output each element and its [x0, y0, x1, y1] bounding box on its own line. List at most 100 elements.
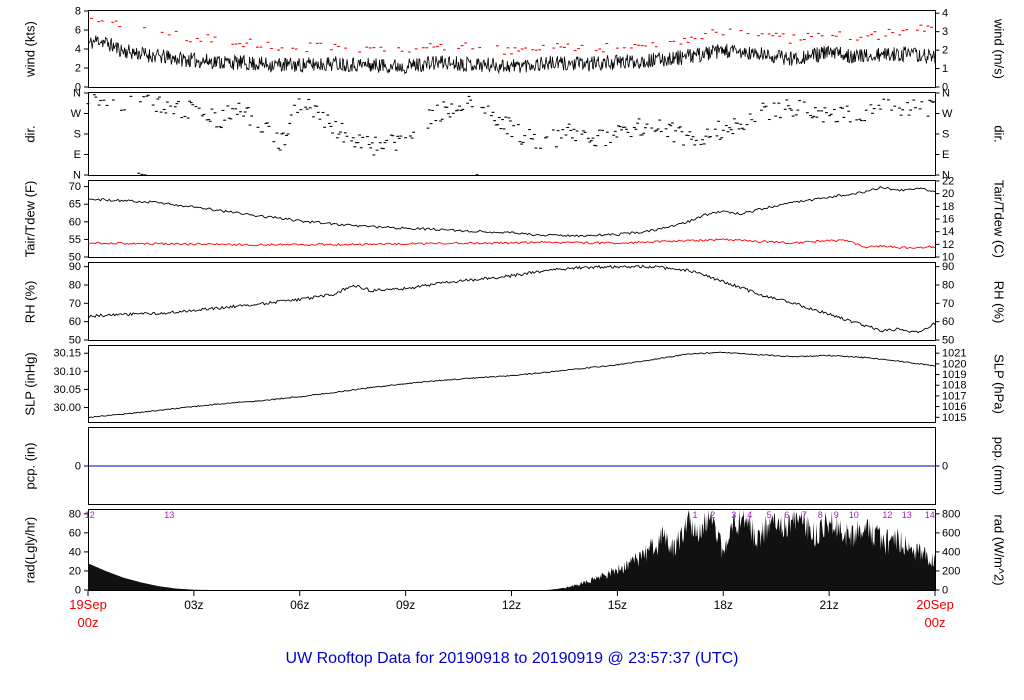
solar-hour-label: 13 — [164, 510, 174, 520]
y-tick-label: W — [942, 108, 953, 120]
y-tick-label: 1015 — [942, 412, 966, 424]
plot-rh: 50 60 70 80 90 50 60 70 80 90 — [69, 261, 955, 346]
sea-level-pressure-series — [87, 351, 936, 418]
panel-solar-radiation: rad(Lgly/hr) rad (W/m^2) Sum of previous… — [0, 508, 1024, 596]
y-tick-label: N — [942, 88, 950, 100]
solar-hour-label: 12 — [85, 510, 95, 520]
y-tick-label: 80 — [69, 280, 81, 292]
y-tick-label: 10 — [942, 252, 954, 264]
dew-point-series — [87, 238, 936, 250]
y-tick-label: 90 — [69, 261, 81, 273]
y-tick-label: 70 — [69, 181, 81, 193]
y-tick-label: 40 — [69, 546, 81, 558]
solar-hour-label: 6 — [784, 510, 789, 520]
y-tick-label: 55 — [69, 234, 81, 246]
y-tick-label: N — [73, 170, 81, 182]
y-tick-label: 80 — [69, 508, 81, 520]
solar-hour-label: 9 — [834, 510, 839, 520]
relative-humidity-series — [87, 264, 936, 334]
x-axis: 03z 06z 09z 12z 15z 18z 21z 19Sep 00z 20Sep 00z — [0, 591, 1024, 643]
solar-hour-label: 10 — [849, 510, 859, 520]
solar-hour-label: 2 — [710, 510, 715, 520]
date-label-hour: 00z — [925, 615, 946, 630]
y-tick-label: 200 — [942, 565, 960, 577]
y-tick-label: N — [942, 170, 950, 182]
solar-hour-label: 8 — [818, 510, 823, 520]
y-tick-label: 60 — [942, 316, 954, 328]
y-tick-label: 70 — [69, 298, 81, 310]
y-tick-label: 18 — [942, 201, 954, 213]
y-tick-label: 2 — [942, 45, 948, 57]
x-tick-label: 15z — [608, 598, 627, 612]
y-tick-label: 60 — [69, 316, 81, 328]
date-label: 20Sep — [916, 597, 954, 612]
y-tick-label: 800 — [942, 508, 960, 520]
x-tick-label: 06z — [290, 598, 309, 612]
y-tick-label: W — [71, 108, 82, 120]
y-tick-label: 50 — [69, 335, 81, 347]
y-tick-label: 22 — [942, 176, 954, 188]
date-label-hour: 00z — [78, 615, 99, 630]
y-tick-label: 1017 — [942, 390, 966, 402]
y-tick-label: E — [942, 149, 949, 161]
y-tick-label: 90 — [942, 261, 954, 273]
x-tick-label: 12z — [502, 598, 521, 612]
panel-temperature: Tair/Tdew (F) Tair/Tdew (C) 50 55 60 65 70 10… — [0, 176, 1024, 264]
page-title: UW Rooftop Data for 20190918 to 20190919… — [285, 650, 739, 667]
y-tick-label: 20 — [942, 188, 954, 200]
y-tick-label: 0 — [942, 82, 948, 94]
y-tick-label: 4 — [942, 8, 948, 20]
y-tick-label: 0 — [942, 585, 948, 597]
air-temperature-series — [87, 186, 936, 238]
y-tick-label: 12 — [942, 239, 954, 251]
y-tick-label: 600 — [942, 527, 960, 539]
y-tick-label: 0 — [75, 461, 81, 473]
solar-hour-label: 1 — [692, 510, 697, 520]
y-tick-label: N — [73, 88, 81, 100]
plot-frame — [88, 180, 936, 258]
plot-frame — [88, 262, 936, 341]
y-tick-label: 1021 — [942, 348, 966, 360]
y-tick-label: 8 — [75, 6, 81, 18]
plot-slp: 30.00 30.05 30.10 30.15 10151016101710181019… — [53, 345, 966, 424]
y-tick-label: 4 — [75, 44, 81, 56]
y-tick-label: 16 — [942, 214, 954, 226]
y-tick-label: 1018 — [942, 380, 966, 392]
y-tick-label: 80 — [942, 280, 954, 292]
plot-frame — [88, 10, 936, 88]
y-tick-label: 30.00 — [53, 402, 81, 414]
y-tick-label: 400 — [942, 546, 960, 558]
x-tick-label: 21z — [819, 598, 838, 612]
y-tick-label: S — [74, 129, 81, 141]
y-tick-label: E — [74, 149, 81, 161]
y-tick-label: 30.10 — [53, 366, 81, 378]
wind-speed-series — [87, 35, 936, 75]
plot-frame — [88, 345, 936, 423]
x-tick-label: 03z — [184, 598, 203, 612]
solar-hour-label: 5 — [767, 510, 772, 520]
solar-hour-label: 7 — [802, 510, 807, 520]
y-tick-label: 1020 — [942, 358, 966, 370]
solar-hour-label: 3 — [731, 510, 736, 520]
y-tick-label: 1016 — [942, 401, 966, 413]
plot-wind: 0 2 4 6 8 0 1 2 3 4 — [75, 6, 948, 94]
panel-wind: wind (kts) wind (m/s) 10 min. peak winds… — [0, 6, 1024, 94]
y-tick-label: 50 — [942, 335, 954, 347]
solar-hour-label: 14 — [925, 510, 935, 520]
date-label: 19Sep — [69, 597, 107, 612]
y-tick-label: 0 — [75, 585, 81, 597]
y-tick-label: 50 — [69, 252, 81, 264]
y-tick-label: 60 — [69, 527, 81, 539]
panel-sea-level-pressure: SLP (inHg) SLP (hPa) 30.00 30.05 30.10 30.1… — [0, 345, 1024, 424]
y-tick-label: 1019 — [942, 369, 966, 381]
solar-radiation-series — [88, 510, 935, 590]
x-tick-label: 09z — [396, 598, 415, 612]
y-tick-label: 2 — [75, 63, 81, 75]
y-tick-label: 14 — [942, 226, 954, 238]
solar-hour-label: 12 — [882, 510, 892, 520]
